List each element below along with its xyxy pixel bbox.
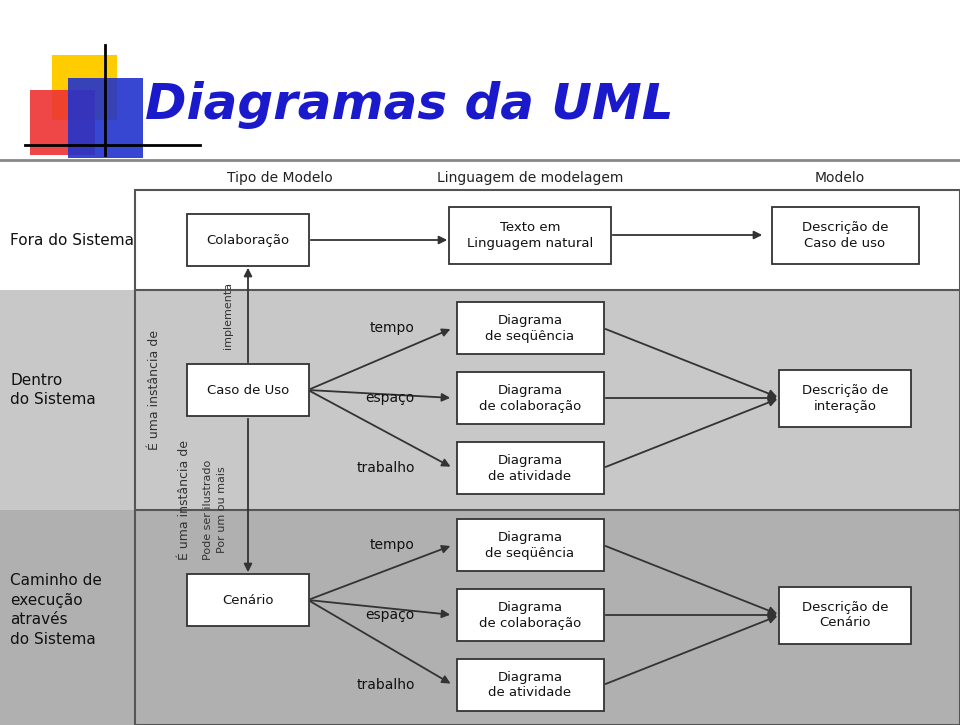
Bar bbox=[30, 90, 95, 155]
Text: Cenário: Cenário bbox=[223, 594, 274, 607]
Text: Linguagem de modelagem: Linguagem de modelagem bbox=[437, 171, 623, 185]
Bar bbox=[0, 290, 960, 510]
Text: espaço: espaço bbox=[366, 608, 415, 622]
Text: Dentro
do Sistema: Dentro do Sistema bbox=[10, 373, 96, 407]
FancyBboxPatch shape bbox=[779, 370, 911, 426]
Text: Pode ser ilustrado: Pode ser ilustrado bbox=[203, 460, 213, 560]
Text: Tipo de Modelo: Tipo de Modelo bbox=[228, 171, 333, 185]
Text: tempo: tempo bbox=[371, 321, 415, 335]
Text: espaço: espaço bbox=[366, 391, 415, 405]
Text: É uma instância de: É uma instância de bbox=[149, 330, 161, 450]
Text: trabalho: trabalho bbox=[356, 461, 415, 475]
Text: Diagrama
de seqüência: Diagrama de seqüência bbox=[486, 313, 575, 342]
FancyBboxPatch shape bbox=[457, 302, 604, 354]
Bar bbox=[68, 78, 143, 158]
FancyBboxPatch shape bbox=[187, 364, 309, 416]
Text: Fora do Sistema: Fora do Sistema bbox=[10, 233, 134, 247]
Text: Descrição de
Cenário: Descrição de Cenário bbox=[802, 600, 888, 629]
Text: Caminho de
execução
através
do Sistema: Caminho de execução através do Sistema bbox=[10, 573, 102, 647]
Text: Descrição de
Caso de uso: Descrição de Caso de uso bbox=[802, 220, 888, 249]
Text: Diagrama
de colaboração: Diagrama de colaboração bbox=[479, 600, 581, 629]
Text: implementa: implementa bbox=[223, 281, 233, 349]
Bar bbox=[0, 510, 960, 725]
Bar bbox=[52, 55, 117, 120]
Text: Diagrama
de colaboração: Diagrama de colaboração bbox=[479, 384, 581, 413]
FancyBboxPatch shape bbox=[187, 214, 309, 266]
Text: Diagrama
de atividade: Diagrama de atividade bbox=[489, 671, 571, 700]
FancyBboxPatch shape bbox=[457, 442, 604, 494]
Text: Por um ou mais: Por um ou mais bbox=[217, 467, 227, 553]
FancyBboxPatch shape bbox=[457, 372, 604, 424]
Text: Diagrama
de atividade: Diagrama de atividade bbox=[489, 454, 571, 483]
Text: Colaboração: Colaboração bbox=[206, 233, 290, 247]
FancyBboxPatch shape bbox=[772, 207, 919, 263]
Bar bbox=[0, 0, 960, 290]
Text: Descrição de
interação: Descrição de interação bbox=[802, 384, 888, 413]
Text: Caso de Uso: Caso de Uso bbox=[206, 384, 289, 397]
Text: Modelo: Modelo bbox=[815, 171, 865, 185]
Text: Diagrama
de seqüência: Diagrama de seqüência bbox=[486, 531, 575, 560]
Text: Diagramas da UML: Diagramas da UML bbox=[145, 81, 674, 129]
FancyBboxPatch shape bbox=[779, 587, 911, 644]
FancyBboxPatch shape bbox=[457, 589, 604, 641]
FancyBboxPatch shape bbox=[457, 519, 604, 571]
Text: trabalho: trabalho bbox=[356, 678, 415, 692]
Text: tempo: tempo bbox=[371, 538, 415, 552]
Text: É uma instância de: É uma instância de bbox=[179, 440, 191, 560]
Text: Texto em
Linguagem natural: Texto em Linguagem natural bbox=[467, 220, 593, 249]
FancyBboxPatch shape bbox=[449, 207, 611, 263]
Bar bbox=[135, 190, 960, 725]
FancyBboxPatch shape bbox=[187, 574, 309, 626]
FancyBboxPatch shape bbox=[457, 659, 604, 711]
